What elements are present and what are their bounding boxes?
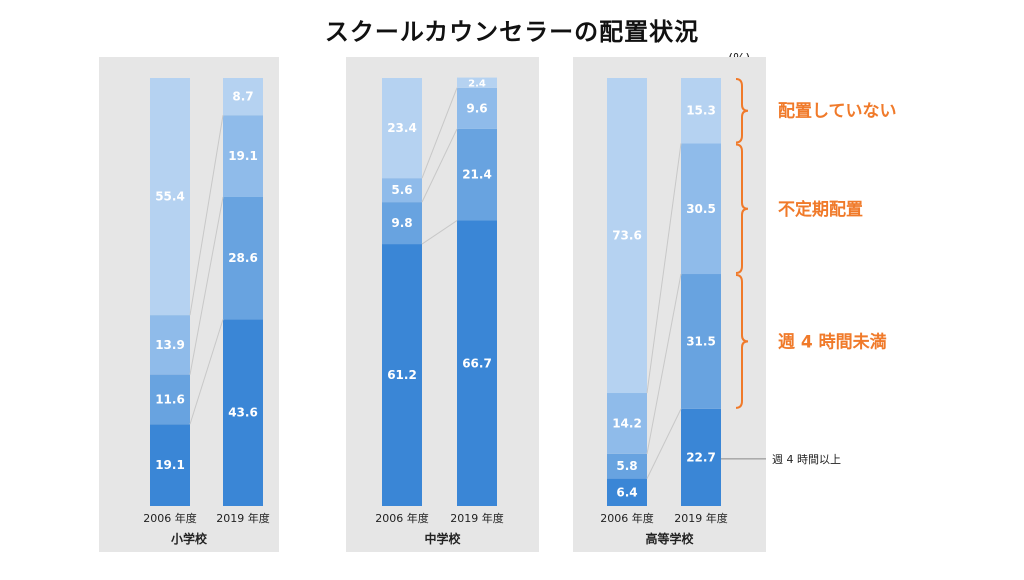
bar-segment-weekly-4h-plus xyxy=(150,424,190,506)
x-tick-label: 2006 年度 xyxy=(375,511,429,525)
bar-segment-weekly-under-4h xyxy=(457,128,497,221)
data-label: 11.6 xyxy=(155,392,185,406)
data-label: 6.4 xyxy=(616,485,637,499)
bar-segment-weekly-4h-plus xyxy=(607,478,647,506)
connector-line xyxy=(421,128,458,203)
school-label: 小学校 xyxy=(171,531,208,546)
bar-segment-not-placed xyxy=(382,78,422,179)
bar-segment-not-placed xyxy=(457,77,497,88)
school-label: 中学校 xyxy=(424,531,461,546)
connector-line xyxy=(189,115,224,316)
school-label: 高等学校 xyxy=(645,531,694,546)
bar-segment-not-placed xyxy=(607,78,647,394)
data-label: 9.6 xyxy=(466,101,487,115)
x-tick-label: 2019 年度 xyxy=(216,511,270,525)
bar-segment-weekly-under-4h xyxy=(150,374,190,425)
data-label: 21.4 xyxy=(462,168,492,182)
panel-background xyxy=(346,57,539,552)
bracket-weekly-under-4h xyxy=(735,274,749,409)
bar-segment-not-placed xyxy=(150,78,190,316)
data-label: 55.4 xyxy=(155,190,185,204)
connector-line xyxy=(646,408,682,479)
data-label: 9.8 xyxy=(391,216,412,230)
bar-segment-weekly-4h-plus xyxy=(223,319,263,506)
category-label-weekly-4h-plus: 週 4 時間以上 xyxy=(772,453,841,466)
data-label: 2.4 xyxy=(468,79,486,90)
data-label: 66.7 xyxy=(462,356,492,370)
bar-segment-weekly-4h-plus xyxy=(681,408,721,506)
connector-line xyxy=(646,143,682,394)
data-label: 61.2 xyxy=(387,368,417,382)
data-label: 19.1 xyxy=(155,458,185,472)
bar-segment-weekly-under-4h xyxy=(607,453,647,479)
data-label: 23.4 xyxy=(387,121,417,135)
bar-segment-irregular xyxy=(150,315,190,375)
bar-segment-weekly-4h-plus xyxy=(457,220,497,507)
data-label: 19.1 xyxy=(228,149,258,163)
bracket-not-placed xyxy=(735,78,749,144)
data-label: 5.8 xyxy=(616,459,637,473)
data-label: 5.6 xyxy=(391,183,412,197)
data-label: 15.3 xyxy=(686,104,716,118)
x-tick-label: 2006 年度 xyxy=(143,511,197,525)
connector-line xyxy=(189,196,224,375)
bar-segment-weekly-under-4h xyxy=(223,196,263,320)
bar-segment-irregular xyxy=(382,178,422,203)
x-tick-label: 2019 年度 xyxy=(450,511,504,525)
connector-line xyxy=(421,220,458,245)
data-label: 73.6 xyxy=(612,229,642,243)
category-label-weekly-under-4h: 週 4 時間未満 xyxy=(778,331,887,352)
bar-segment-weekly-under-4h xyxy=(382,202,422,245)
bar-segment-irregular xyxy=(223,115,263,197)
connector-line xyxy=(646,273,682,454)
data-label: 31.5 xyxy=(686,334,716,348)
bar-segment-not-placed xyxy=(681,78,721,144)
chart-title: スクールカウンセラーの配置状況 xyxy=(324,18,700,46)
category-label-not-placed: 配置していない xyxy=(778,102,897,122)
x-tick-label: 2019 年度 xyxy=(674,511,728,525)
data-label: 14.2 xyxy=(612,416,642,430)
bar-segment-irregular xyxy=(457,87,497,129)
bar-segment-irregular xyxy=(607,393,647,454)
bracket-irregular xyxy=(735,143,749,275)
bar-segment-weekly-4h-plus xyxy=(382,244,422,506)
panel-background xyxy=(573,57,766,552)
data-label: 30.5 xyxy=(686,202,716,216)
data-label: 43.6 xyxy=(228,406,258,420)
category-label-irregular: 不定期配置 xyxy=(778,199,863,220)
data-label: 13.9 xyxy=(155,338,185,352)
connector-line xyxy=(189,319,224,425)
data-label: 22.7 xyxy=(686,450,716,464)
data-label: 28.6 xyxy=(228,251,258,265)
connector-line xyxy=(421,87,458,179)
bar-segment-not-placed xyxy=(223,78,263,116)
data-label: 8.7 xyxy=(232,90,253,104)
bar-segment-irregular xyxy=(681,143,721,275)
bar-segment-weekly-under-4h xyxy=(681,274,721,409)
x-tick-label: 2006 年度 xyxy=(600,511,654,525)
